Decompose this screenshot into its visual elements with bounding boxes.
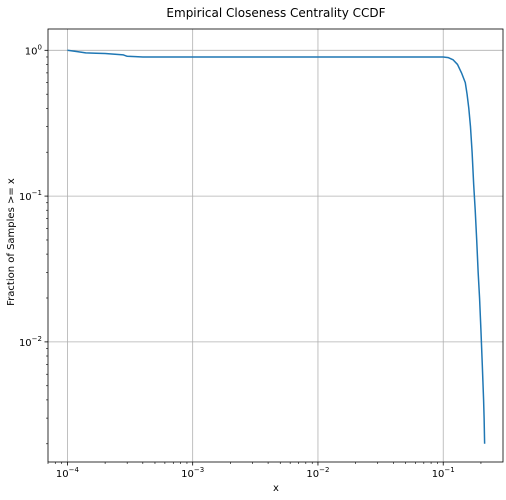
chart-title: Empirical Closeness Centrality CCDF xyxy=(166,6,385,20)
x-axis-label: x xyxy=(273,483,279,494)
y-axis-label: Fraction of Samples >= x xyxy=(6,178,17,306)
